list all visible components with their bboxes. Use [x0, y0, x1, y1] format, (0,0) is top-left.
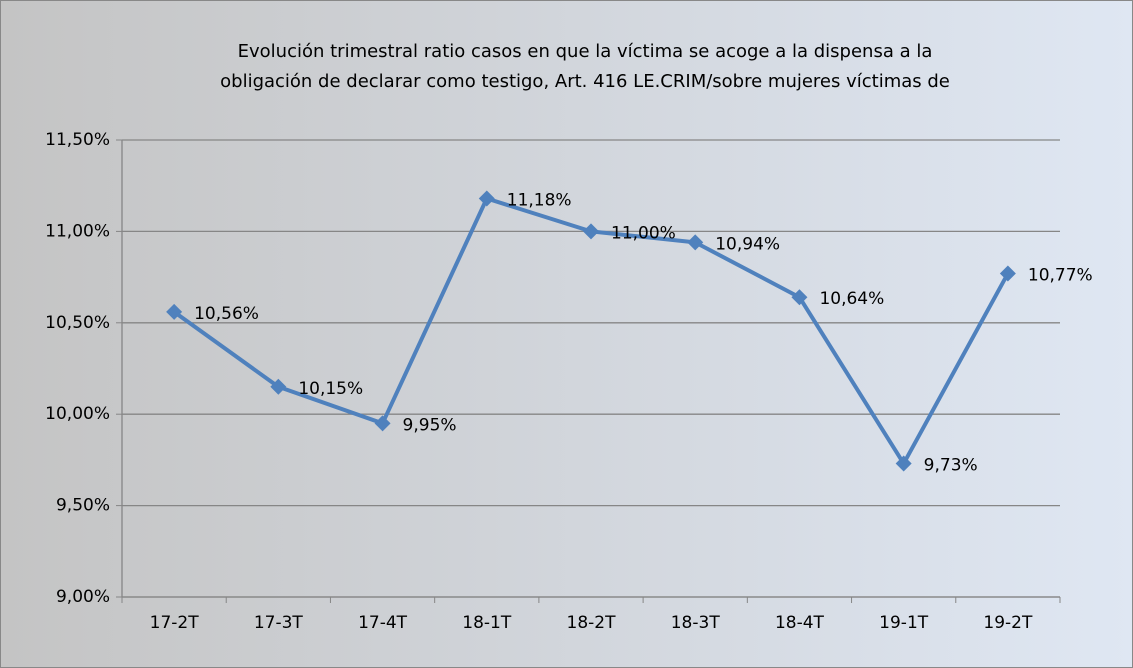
data-label: 10,64% — [819, 289, 884, 309]
y-tick-label: 11,00% — [45, 221, 110, 241]
data-label: 9,73% — [924, 456, 978, 476]
x-tick-label: 18-3T — [671, 613, 721, 633]
x-tick-label: 19-2T — [983, 613, 1033, 633]
marker — [478, 190, 495, 207]
x-tick-label: 17-4T — [358, 613, 408, 633]
data-label: 11,00% — [611, 223, 676, 243]
data-label: 10,94% — [715, 234, 780, 254]
marker — [999, 265, 1016, 282]
marker — [583, 223, 599, 240]
marker — [270, 378, 287, 395]
x-tick-label: 18-1T — [462, 613, 512, 633]
y-tick-label: 10,50% — [45, 313, 110, 333]
data-label: 10,77% — [1028, 265, 1093, 285]
x-tick-label: 17-2T — [150, 613, 200, 633]
marker — [895, 455, 912, 472]
data-label: 9,95% — [403, 415, 457, 435]
data-label: 11,18% — [507, 190, 572, 210]
y-tick-label: 11,50% — [45, 130, 110, 150]
marker — [374, 415, 391, 432]
y-tick-label: 9,50% — [56, 496, 110, 516]
marker — [166, 303, 183, 320]
data-label: 10,56% — [194, 304, 259, 324]
marker — [791, 289, 808, 306]
x-tick-label: 17-3T — [254, 613, 304, 633]
marker — [687, 234, 704, 251]
chart-title: Evolución trimestral ratio casos en que … — [238, 41, 933, 62]
chart-title: obligación de declarar como testigo, Art… — [220, 71, 950, 92]
y-tick-label: 9,00% — [56, 587, 110, 607]
data-label: 10,15% — [298, 379, 363, 399]
x-tick-label: 19-1T — [879, 613, 929, 633]
x-tick-label: 18-4T — [775, 613, 825, 633]
x-tick-label: 18-2T — [567, 613, 617, 633]
y-tick-label: 10,00% — [45, 404, 110, 424]
